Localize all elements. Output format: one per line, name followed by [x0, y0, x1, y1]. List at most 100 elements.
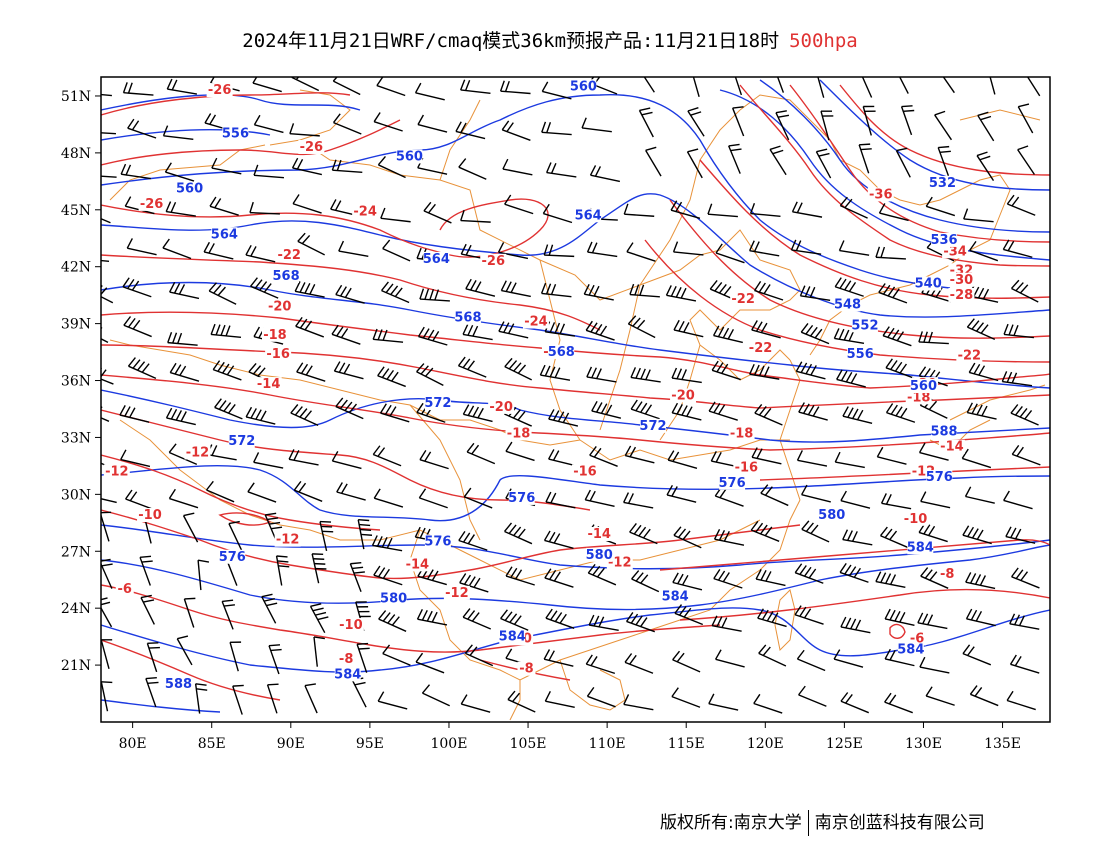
- company-text: 南京创蓝科技有限公司: [814, 813, 985, 833]
- wind-barb: [583, 283, 614, 301]
- contour-label: -12: [276, 533, 300, 548]
- wind-barb: [545, 491, 576, 509]
- contour-label: 584: [499, 629, 526, 644]
- contour-label: 560: [570, 79, 597, 94]
- x-tick-label: 125E: [826, 736, 863, 752]
- wind-barb: [670, 200, 701, 219]
- wind-barb: [800, 323, 830, 345]
- wind-barb: [840, 490, 871, 509]
- wind-barb: [624, 653, 654, 674]
- contour-label-bg: [337, 618, 364, 633]
- x-tick-label: 100E: [430, 736, 467, 752]
- contour-label: 536: [930, 233, 957, 248]
- contour-label: 576: [926, 470, 953, 485]
- contour-label: 548: [834, 297, 861, 312]
- wind-barb: [311, 553, 327, 584]
- contour-label-bg: [266, 299, 293, 314]
- contour-label-bg: [733, 460, 760, 475]
- wind-barb: [760, 484, 789, 507]
- pressure-level: 500hpa: [789, 30, 858, 52]
- wind-barb: [918, 522, 948, 543]
- y-tick-label: 48N: [61, 146, 91, 162]
- x-tick-label: 135E: [984, 736, 1021, 752]
- contour-label-bg: [931, 232, 958, 247]
- wind-barb: [162, 238, 192, 260]
- wind-barb: [221, 599, 235, 630]
- wind-barb: [245, 406, 276, 425]
- wind-barb: [176, 635, 193, 666]
- wind-barb: [918, 442, 949, 461]
- wind-barb: [630, 399, 660, 420]
- wind-barb: [966, 402, 997, 420]
- wind-barb: [208, 282, 237, 305]
- temperature-contours: [101, 84, 1050, 701]
- contour-label: 564: [211, 227, 238, 242]
- x-tick-label: 105E: [510, 736, 547, 752]
- wind-barb: [581, 117, 612, 133]
- contour-label-bg: [834, 297, 861, 312]
- wind-barb: [169, 281, 200, 300]
- wind-barb: [964, 486, 995, 504]
- wind-barb: [415, 652, 445, 674]
- wind-barb: [1011, 567, 1040, 589]
- wind-barb: [548, 409, 579, 427]
- contour-label-bg: [337, 652, 356, 667]
- wind-barb: [380, 207, 411, 223]
- contour-label: 576: [424, 535, 451, 550]
- contour-label-bg: [897, 642, 924, 657]
- contour-label: 560: [396, 149, 423, 164]
- contour-label: -12: [186, 445, 210, 460]
- contour-label-bg: [719, 475, 746, 490]
- wind-barb: [918, 331, 949, 345]
- contour-label-bg: [176, 181, 203, 196]
- contour-label: 572: [228, 434, 255, 449]
- wind-barb: [331, 324, 361, 345]
- contour-label: -6: [117, 582, 131, 597]
- contour-label-bg: [505, 426, 532, 441]
- wind-barb: [414, 82, 445, 101]
- wind-barb: [209, 196, 239, 216]
- contour-label: -36: [869, 187, 893, 202]
- wind-barb: [671, 687, 701, 708]
- contour-label: -24: [524, 315, 548, 330]
- wind-barb: [692, 77, 700, 98]
- wind-barbs: [101, 77, 1041, 715]
- wind-barb: [313, 636, 325, 667]
- contour-label: -16: [735, 461, 759, 476]
- wind-barb: [419, 288, 450, 302]
- y-tick-label: 24N: [61, 601, 91, 617]
- wind-barb: [543, 244, 575, 258]
- wind-barb: [748, 240, 780, 257]
- contour-label-bg: [488, 399, 515, 414]
- wind-barb: [672, 572, 703, 591]
- contour-label: -20: [671, 389, 695, 404]
- contour-label-bg: [274, 532, 301, 547]
- contour-label: -20: [268, 299, 292, 314]
- wind-barb: [629, 283, 660, 298]
- wind-barb: [884, 608, 915, 627]
- wind-barb: [101, 259, 110, 262]
- wind-barb: [382, 644, 411, 666]
- wind-barb: [977, 111, 995, 142]
- wind-barb: [842, 529, 873, 546]
- wind-barb: [146, 642, 160, 673]
- wind-barb: [833, 649, 864, 668]
- wind-barb: [504, 522, 533, 545]
- wind-barb: [309, 603, 329, 634]
- wind-barb: [319, 520, 334, 552]
- contour-label-bg: [662, 589, 689, 604]
- wind-barb: [543, 649, 574, 667]
- wind-barb: [937, 145, 951, 177]
- wind-barb: [989, 77, 996, 95]
- contour-label: -10: [904, 512, 928, 527]
- wind-barb: [667, 450, 698, 470]
- wind-barb: [544, 568, 574, 588]
- contour-label-bg: [443, 585, 470, 600]
- contour-label: -16: [266, 347, 290, 362]
- x-tick-label: 90E: [277, 736, 305, 752]
- wind-barb: [119, 405, 150, 423]
- wind-barb: [919, 656, 950, 674]
- wind-barb: [882, 326, 912, 347]
- contour-label: 584: [897, 643, 924, 658]
- contour-label-bg: [517, 661, 536, 676]
